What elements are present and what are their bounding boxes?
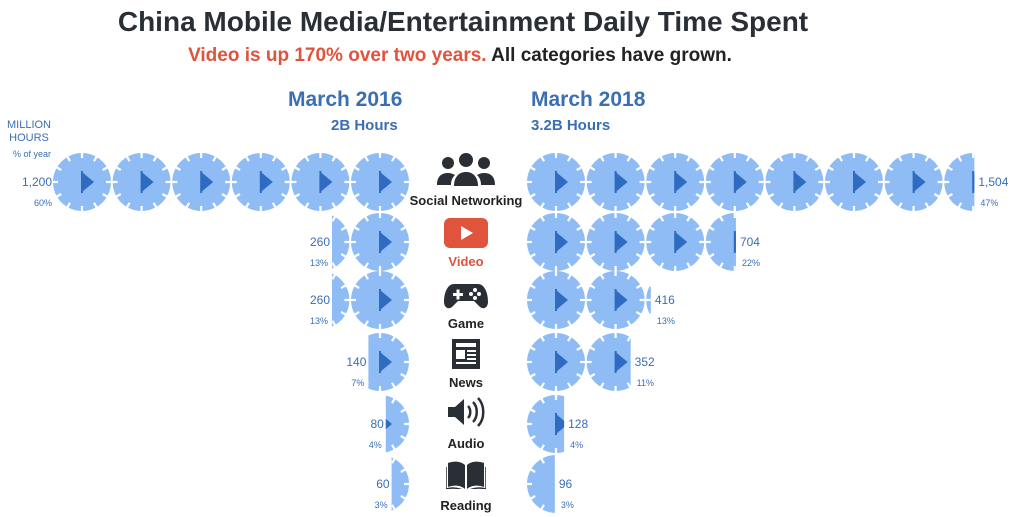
clock-marks — [53, 152, 975, 513]
clock-2016-social-5 — [351, 152, 409, 212]
clock-2018-row5-partial — [527, 455, 555, 513]
share-2018: 47% — [980, 198, 998, 208]
clock-2016-row4-partial — [385, 395, 409, 453]
value-2016: 260 — [310, 235, 330, 249]
value-2016: 1,200 — [22, 175, 52, 189]
play-button-icon — [444, 218, 488, 253]
clock-2018-row0-3 — [705, 152, 764, 212]
value-2016: 140 — [346, 355, 366, 369]
category-label-reading: Reading — [440, 498, 492, 513]
gamepad-icon — [444, 282, 488, 315]
share-2018: 4% — [570, 440, 583, 450]
share-2016: 60% — [34, 198, 52, 208]
clock-2018-row0-6 — [884, 152, 943, 212]
share-2016: 4% — [369, 440, 382, 450]
left-total-hours: 2B Hours — [331, 117, 398, 134]
clock-2018-row4-partial — [527, 394, 565, 454]
clock-2018-row0-partial — [944, 152, 975, 212]
category-label-audio: Audio — [447, 436, 485, 451]
value-labels: 1,200 60% 1,504 47% 260 13% 704 22% 260 13% 416 13%… — [22, 175, 1009, 510]
clock-2018-row2-partial — [646, 284, 651, 316]
clock-2018-row3-0 — [527, 332, 585, 392]
unit-label-hours: HOURS — [9, 132, 49, 144]
clock-2016-social-1 — [112, 152, 171, 212]
right-total-hours: 3.2B Hours — [531, 117, 611, 134]
clock-2018-row0-2 — [646, 152, 705, 212]
value-2018: 704 — [740, 235, 760, 249]
clock-2016-row2-0 — [351, 270, 409, 330]
clock-2016-row2-partial — [332, 273, 350, 327]
clock-2016-social-0 — [53, 152, 111, 212]
right-period-heading: March 2018 — [531, 88, 646, 111]
clock-2016-row1-0 — [351, 212, 409, 272]
subtitle-rest: All categories have grown. — [491, 45, 732, 66]
category-label-social-networking: Social Networking — [409, 193, 523, 208]
clock-2018-row1-2 — [646, 212, 705, 272]
people-icon — [434, 152, 498, 191]
clock-2018-row0-0 — [527, 152, 585, 212]
clock-2018-row1-0 — [527, 212, 585, 272]
share-2016: 13% — [310, 316, 328, 326]
clock-2018-row3-partial — [586, 332, 631, 392]
value-2018: 352 — [635, 355, 655, 369]
category-label-news: News — [449, 375, 483, 390]
speaker-icon — [446, 397, 486, 432]
share-2016: 7% — [351, 378, 364, 388]
clock-2018-row0-1 — [586, 152, 645, 212]
chart-subtitle: Video is up 170% over two years. All cat… — [0, 45, 920, 67]
share-2018: 13% — [657, 316, 675, 326]
value-2018: 96 — [559, 477, 573, 491]
clock-2016-row3-partial — [368, 332, 409, 392]
clock-2018-row0-5 — [825, 152, 883, 212]
value-2018: 128 — [568, 417, 588, 431]
newspaper-icon — [452, 339, 480, 374]
unit-label-percent: % of year — [12, 149, 52, 159]
clock-2016-social-2 — [172, 152, 231, 212]
book-icon — [445, 459, 487, 494]
share-2018: 22% — [742, 258, 760, 268]
clock-2016-row1-partial — [332, 215, 350, 269]
value-2016: 260 — [310, 293, 330, 307]
share-2018: 11% — [637, 378, 654, 388]
share-2016: 3% — [375, 500, 388, 510]
clock-2018-row2-0 — [527, 270, 585, 330]
clock-2016-social-4 — [291, 152, 350, 212]
category-label-video: Video — [448, 254, 484, 269]
chart-title: China Mobile Media/Entertainment Daily T… — [117, 6, 809, 37]
category-label-game: Game — [447, 316, 485, 331]
left-period-heading: March 2016 — [288, 88, 403, 111]
unit-label-million: MILLION — [6, 119, 51, 131]
value-2016: 80 — [370, 417, 384, 431]
clock-2018-row2-1 — [586, 270, 645, 330]
clock-2016-row5-partial — [391, 457, 410, 511]
clock-2018-row1-partial — [705, 212, 736, 272]
value-2016: 60 — [376, 477, 390, 491]
subtitle-highlight: Video is up 170% over two years. — [188, 45, 487, 66]
share-2018: 3% — [561, 500, 574, 510]
clock-2018-row1-1 — [586, 212, 645, 272]
clock-2018-row0-4 — [765, 152, 824, 212]
value-2018: 416 — [655, 293, 675, 307]
clock-2016-social-3 — [231, 152, 290, 212]
value-2018: 1,504 — [978, 175, 1008, 189]
share-2016: 13% — [310, 258, 328, 268]
